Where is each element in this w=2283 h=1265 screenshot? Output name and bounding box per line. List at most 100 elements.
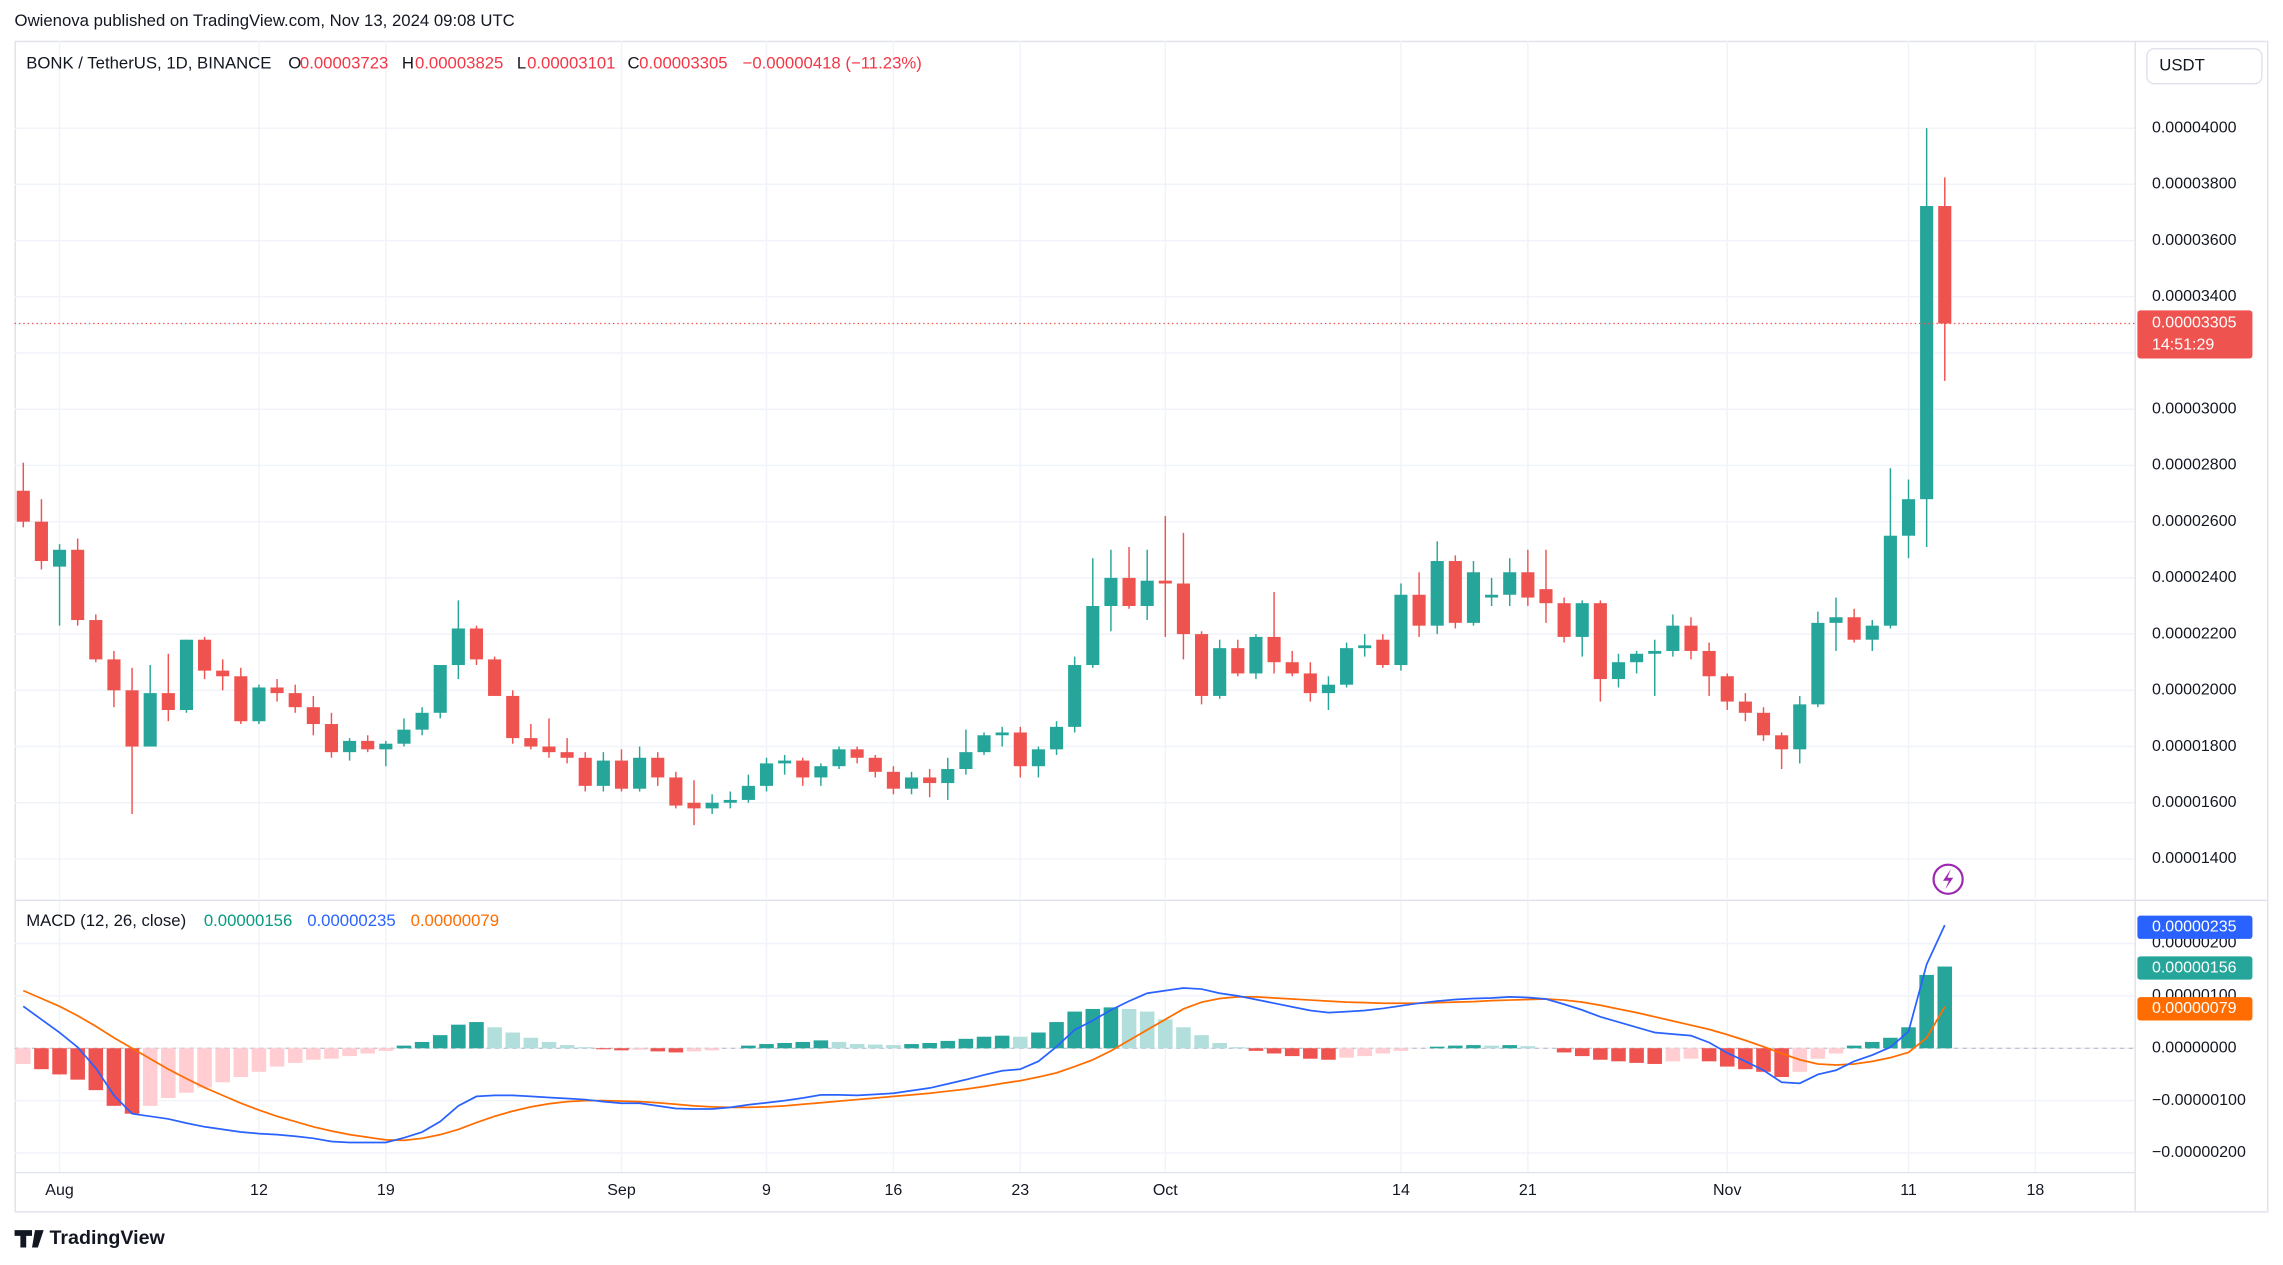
candle-body	[868, 757, 882, 772]
x-tick-label: 19	[377, 1182, 395, 1199]
value-tag-label: 0.00000235	[2152, 919, 2237, 936]
candle-body	[1702, 650, 1716, 677]
x-tick-label: 12	[250, 1182, 268, 1199]
candle-body	[179, 639, 193, 710]
symbol: BONK / TetherUS, 1D, BINANCE	[26, 53, 271, 72]
histogram-bar	[940, 1040, 956, 1049]
y-tick-label: 0.00000200	[2152, 935, 2237, 952]
candle-body	[1720, 676, 1734, 702]
candle-body	[1756, 712, 1771, 736]
candle-body	[1376, 639, 1390, 666]
currency[interactable]: USDT	[2159, 56, 2205, 75]
candle-body	[1503, 572, 1517, 595]
histogram-bar	[215, 1048, 230, 1083]
candle-body	[1158, 580, 1172, 584]
candle-body	[886, 771, 900, 789]
candle-body	[252, 687, 266, 722]
histogram-bar	[124, 1048, 140, 1114]
histogram-bar	[487, 1027, 502, 1049]
candle-body	[904, 777, 919, 789]
histogram-bar	[867, 1044, 883, 1049]
last-price-tag	[2137, 310, 2253, 359]
histogram-bar	[596, 1048, 611, 1050]
histogram-bar	[1248, 1048, 1264, 1051]
y-tick-label: −0.00000100	[2152, 1092, 2246, 1109]
candle-body	[796, 760, 810, 778]
candle-body	[71, 549, 85, 621]
signal-line	[22, 989, 1946, 1142]
candle-body	[1358, 645, 1372, 649]
candle-body	[1213, 648, 1227, 696]
candle-body	[1340, 648, 1354, 685]
candle-body	[1611, 662, 1626, 680]
histogram-bar	[1375, 1048, 1391, 1054]
histogram-bar	[1665, 1048, 1681, 1062]
histogram-bar	[958, 1038, 974, 1049]
histogram-bar	[396, 1045, 412, 1049]
candle-body	[596, 760, 610, 786]
candle-body	[1140, 580, 1154, 606]
histogram-bar	[360, 1048, 375, 1054]
candle-body	[361, 740, 375, 750]
candle-body	[34, 521, 48, 562]
histogram-bar	[650, 1048, 666, 1052]
value-tag-label: 0.00000079	[2152, 1000, 2237, 1017]
histogram-bar	[269, 1048, 285, 1067]
x-tick-label: Aug	[45, 1182, 73, 1199]
candle-body	[995, 732, 1009, 736]
histogram-bar	[1357, 1048, 1372, 1057]
histogram-bar	[1194, 1035, 1209, 1049]
candle-body	[506, 695, 520, 739]
histogram-bar	[886, 1045, 901, 1049]
candle-body	[198, 639, 212, 671]
candle-body	[451, 628, 465, 666]
macd-legend-histogram: 0.00000156	[204, 911, 292, 930]
histogram-bar	[849, 1044, 865, 1049]
value-tag-label: 0.00000156	[2152, 959, 2237, 976]
candle-body	[16, 490, 30, 522]
y-tick-label: 0.00003000	[2152, 400, 2237, 417]
histogram-bar	[1013, 1036, 1028, 1049]
histogram-bar	[1683, 1048, 1699, 1059]
last-price-label: 0.00003305	[2152, 315, 2237, 332]
histogram-bar	[1321, 1048, 1336, 1060]
candle-body	[1521, 572, 1535, 598]
candle-body	[651, 757, 665, 778]
candle-body	[1013, 732, 1027, 767]
currency-button[interactable]	[2146, 48, 2263, 85]
candle-body	[469, 628, 484, 660]
histogram-bar	[1846, 1045, 1862, 1049]
candle-body	[723, 799, 737, 803]
x-tick-label: 16	[884, 1182, 902, 1199]
histogram-bar	[577, 1047, 593, 1049]
change: −0.00000418 (−11.23%)	[743, 53, 922, 72]
candle-body	[324, 724, 339, 753]
histogram-bar	[251, 1048, 267, 1072]
histogram-bar	[1719, 1048, 1735, 1067]
histogram-bar	[1212, 1043, 1227, 1049]
x-tick-label: Sep	[607, 1182, 636, 1199]
candle-body	[488, 659, 502, 696]
histogram-bar	[813, 1040, 829, 1049]
candle-body	[977, 735, 991, 753]
y-tick-label: 0.00003800	[2152, 176, 2237, 193]
ohlc-label: H	[402, 53, 414, 72]
candle-body	[1285, 662, 1299, 674]
candle-body	[89, 620, 103, 660]
histogram-bar	[1611, 1048, 1626, 1062]
candle-body	[741, 785, 755, 800]
candle-body	[1068, 665, 1082, 727]
candle-body	[1267, 636, 1281, 663]
histogram-bar	[741, 1045, 756, 1049]
candle-body	[1920, 206, 1934, 500]
histogram-bar	[34, 1048, 49, 1070]
ohlc-label: C	[628, 53, 640, 72]
histogram-bar	[1629, 1048, 1644, 1063]
y-tick-label: −0.00000200	[2152, 1144, 2246, 1161]
x-tick-label: 23	[1011, 1182, 1029, 1199]
candle-body	[524, 738, 538, 747]
candle-body	[1575, 603, 1589, 637]
histogram-bar	[1701, 1048, 1717, 1062]
